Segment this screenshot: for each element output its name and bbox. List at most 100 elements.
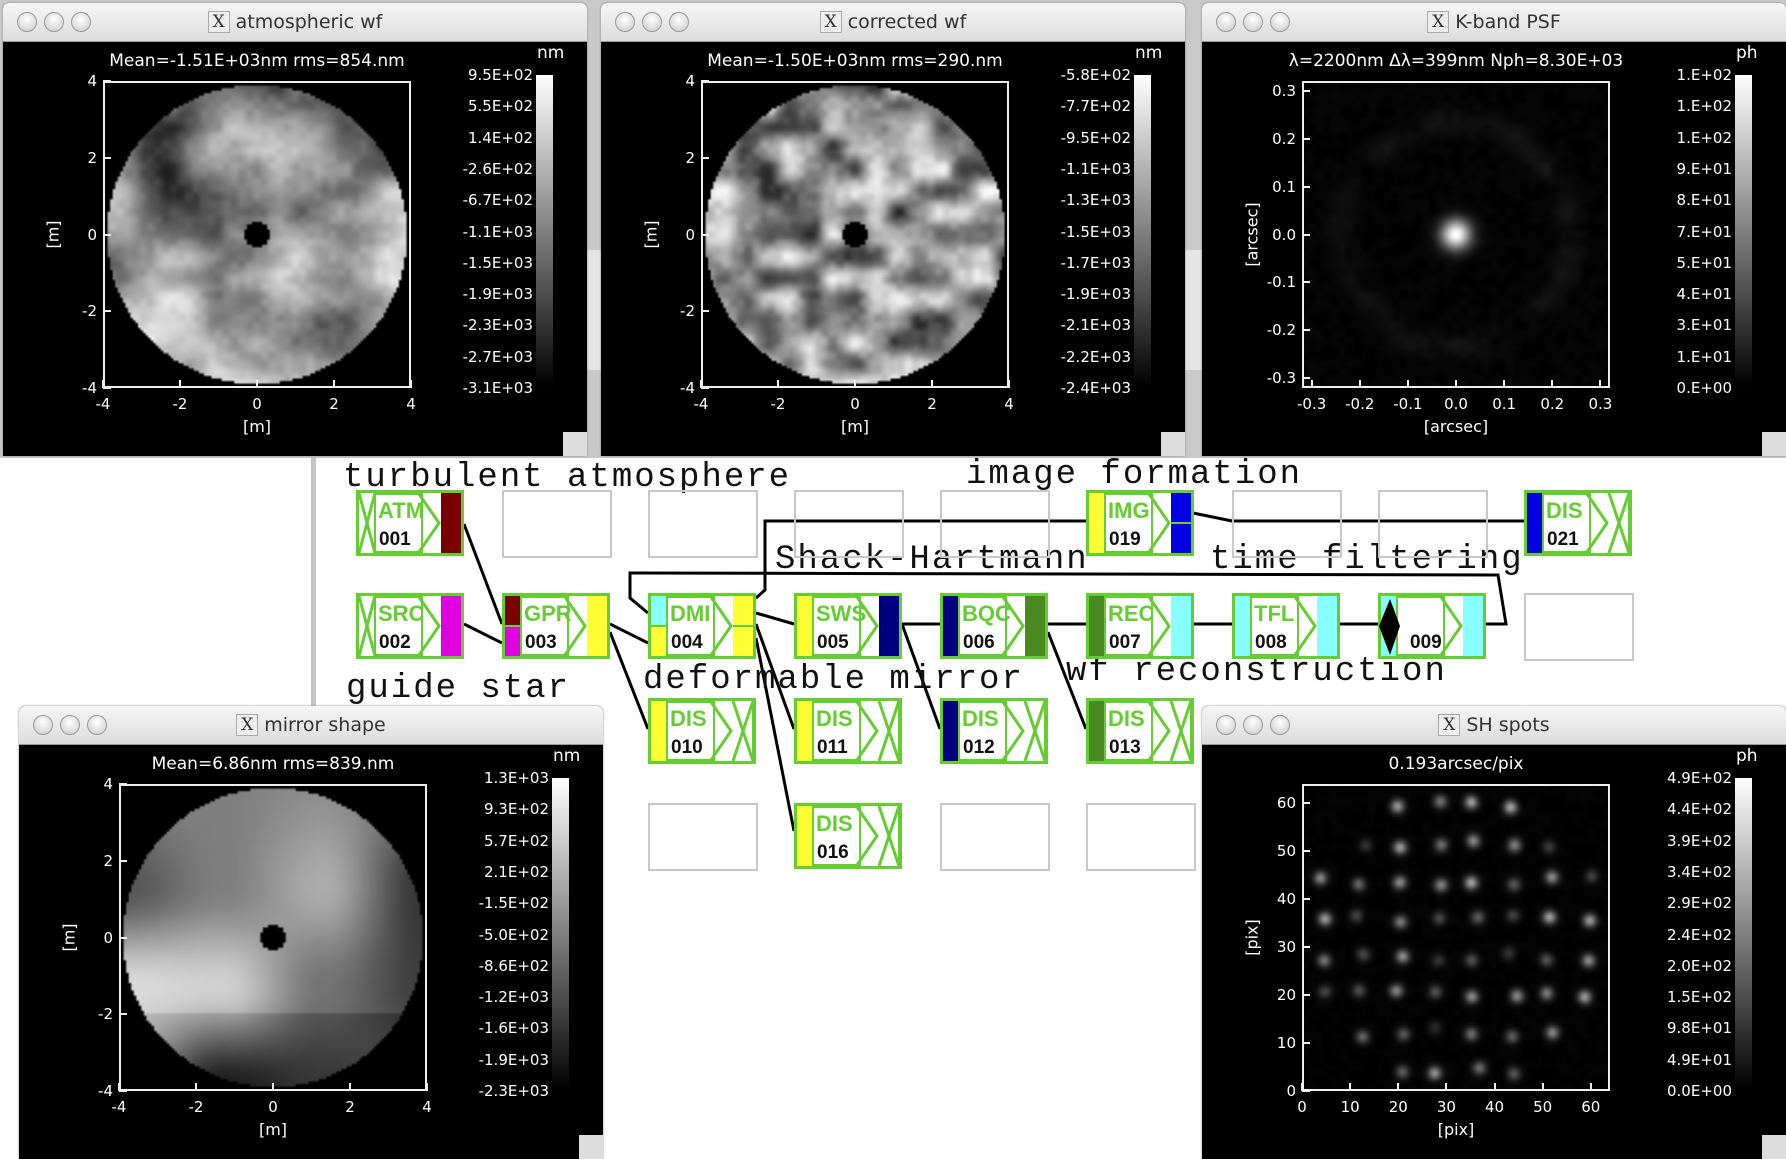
y-tick-label: -0.1 [1266,273,1296,292]
colorbar-tick-label: 1.E+01 [1676,347,1732,366]
connection-wire [755,519,1086,600]
colorbar-tick-label: 9.E+01 [1676,159,1732,178]
module-label: DIS [1546,498,1583,523]
empty-slot[interactable] [502,490,612,558]
module-label: DMI [670,601,711,626]
zoom-button[interactable] [1270,715,1290,735]
empty-slot[interactable] [794,490,904,558]
empty-slot[interactable] [1232,490,1342,558]
minimize-button[interactable] [60,715,80,735]
module-dis-013[interactable]: DIS 013 [1086,698,1194,764]
empty-slot[interactable] [940,803,1050,871]
colorbar-unit: nm [537,43,565,63]
module-tfl-008[interactable]: TFL 008 [1232,593,1340,659]
zoom-button[interactable] [669,12,689,32]
empty-slot[interactable] [1378,490,1488,558]
y-tick-label: 2 [103,851,113,870]
y-tick-label: -4 [82,379,97,397]
y-tick-label: 40 [1276,890,1296,909]
module-glyph [794,698,902,764]
x-axis-label: [m] [258,1120,288,1139]
resize-grip[interactable] [1762,432,1786,456]
x-tick-label: 2 [329,395,339,413]
x-tick-mark [1301,1083,1303,1091]
title-bar[interactable]: X K-band PSF [1202,3,1786,42]
module-dis-010[interactable]: DIS 010 [648,698,756,764]
module-glyph [648,593,756,659]
colorbar-tick-label: -5.8E+02 [1060,66,1131,84]
module-dis-011[interactable]: DIS 011 [794,698,902,764]
y-tick-mark [103,233,111,236]
zoom-button[interactable] [71,12,91,32]
connection-wire [609,622,649,645]
module-rec-007[interactable]: REC 007 [1086,593,1194,659]
y-tick-mark [701,310,709,313]
close-button[interactable] [33,715,53,735]
empty-slot[interactable] [940,490,1050,558]
resize-grip[interactable] [1762,1135,1786,1159]
colorbar-tick-label: -1.9E+03 [478,1050,549,1069]
module-glyph [1086,593,1194,659]
y-tick-label: 0.3 [1272,81,1296,100]
x-tick-label: 40 [1484,1098,1505,1116]
window-k-band-psf[interactable]: X K-band PSF λ=2200nm Δλ=399nm Nph=8.30E+0… [1202,3,1786,456]
minimize-button[interactable] [44,12,64,32]
module-dmi-004[interactable]: DMI 004 [648,593,756,659]
x-tick-mark [700,380,702,388]
module-sws-005[interactable]: SWS 005 [794,593,902,659]
module-bqc-006[interactable]: BQC 006 [940,593,1048,659]
resize-grip[interactable] [1161,432,1185,456]
close-button[interactable] [1216,715,1236,735]
minimize-button[interactable] [1243,715,1263,735]
x-tick-label: 0.0 [1444,395,1468,413]
resize-grip[interactable] [563,432,587,456]
empty-slot[interactable] [1086,803,1196,871]
y-axis-label: [arcsec] [1242,202,1262,267]
connection-wire [628,571,1508,626]
minimize-button[interactable] [1243,12,1263,32]
module-atm-001[interactable]: ATM 001 [356,490,464,556]
resize-grip[interactable] [579,1135,603,1159]
x-axis-label: [arcsec] [1423,417,1489,436]
y-tick-mark [103,80,111,82]
empty-slot[interactable] [1524,593,1634,661]
close-button[interactable] [17,12,37,32]
module-number: 016 [817,842,849,863]
x-tick-label: 0.3 [1588,395,1613,413]
x-tick-label: 2 [345,1098,355,1116]
colorbar [552,778,569,1091]
module-img-019[interactable]: IMG 019 [1086,490,1194,556]
module-src-002[interactable]: SRC 002 [356,593,464,659]
module-gpr-003[interactable]: GPR 003 [502,593,610,659]
module-number: 008 [1255,632,1287,653]
y-tick-mark [119,1013,127,1016]
empty-slot[interactable] [648,803,758,871]
module-dis-012[interactable]: DIS 012 [940,698,1048,764]
plot-image [1304,83,1608,386]
zoom-button[interactable] [87,715,107,735]
empty-slot[interactable] [648,490,758,558]
colorbar-tick-label: 1.E+02 [1676,128,1732,147]
close-button[interactable] [615,12,635,32]
window-sh-spots[interactable]: X SH spots 0.193arcsec/pix ph 4.9E+02 4.4E+02… [1202,706,1786,1159]
title-bar[interactable]: X SH spots [1202,706,1786,745]
minimize-button[interactable] [642,12,662,32]
module-dis-016[interactable]: DIS 016 [794,803,902,869]
y-tick-mark [1302,89,1310,92]
colorbar-tick-label: -1.3E+03 [1060,191,1131,210]
x-tick-mark [1358,380,1361,388]
module-block-009[interactable]: 009 [1378,593,1486,659]
x-tick-mark [1008,380,1010,388]
module-glyph [1086,490,1194,556]
plot-subtitle: Mean=-1.51E+03nm rms=854.nm [109,51,405,71]
module-dis-021[interactable]: DIS 021 [1524,490,1632,556]
close-button[interactable] [1216,12,1236,32]
zoom-button[interactable] [1270,12,1290,32]
x-tick-mark [1599,380,1602,388]
